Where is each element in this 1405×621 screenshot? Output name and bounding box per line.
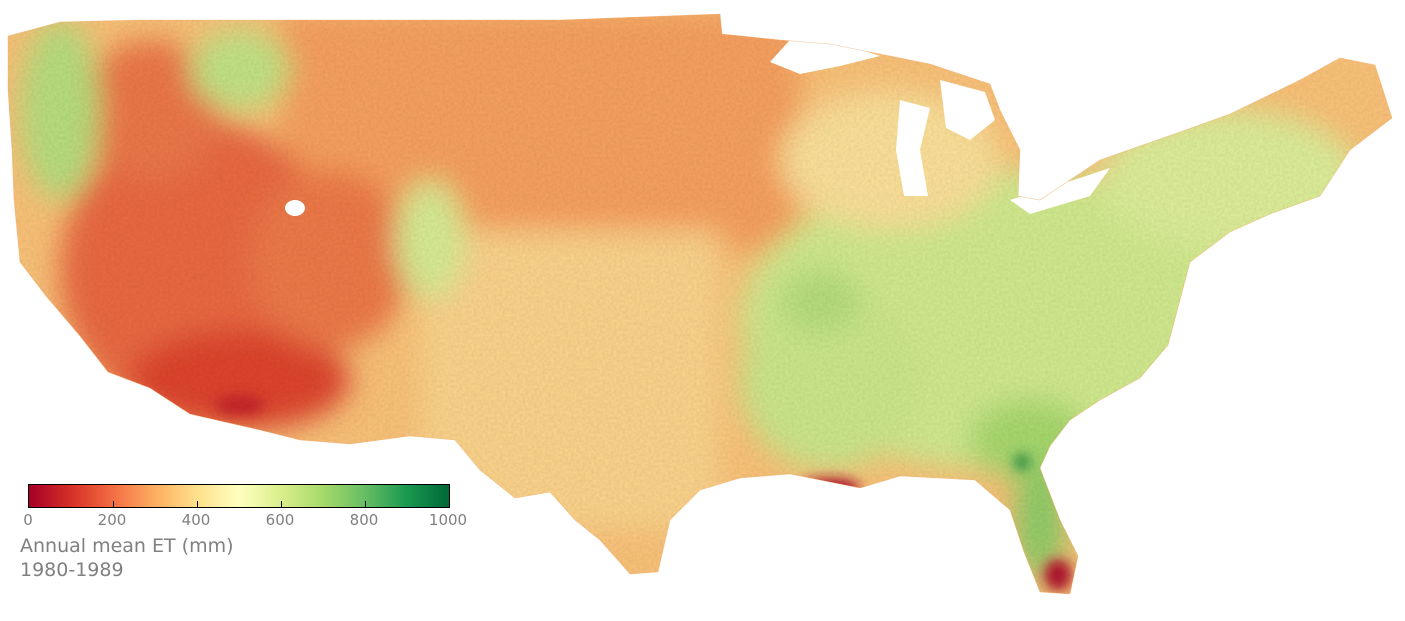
colorbar-tick-label-600: 600 (265, 511, 295, 529)
colorbar-tick (113, 501, 114, 507)
colorbar-period: 1980-1989 (20, 559, 124, 581)
colorbar-tick (197, 501, 198, 507)
colorbar-tick-label-400: 400 (181, 511, 211, 529)
colorbar (28, 484, 450, 508)
colorbar-tick-label-200: 200 (97, 511, 127, 529)
colorbar-title: Annual mean ET (mm) (20, 535, 234, 557)
colorbar-tick-label-800: 800 (349, 511, 379, 529)
colorbar-tick (281, 501, 282, 507)
colorbar-tick-label-1000: 1000 (428, 511, 468, 529)
colorbar-tick (365, 501, 366, 507)
colorbar-tick-label-0: 0 (23, 511, 33, 529)
